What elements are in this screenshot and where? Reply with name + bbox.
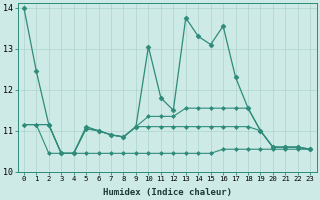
X-axis label: Humidex (Indice chaleur): Humidex (Indice chaleur) — [103, 188, 232, 197]
